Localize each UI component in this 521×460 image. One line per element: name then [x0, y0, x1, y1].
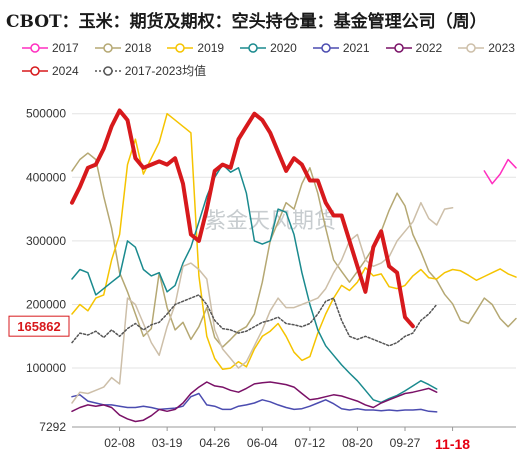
y-tick-label: 300000 [26, 234, 66, 248]
x-tick-label: 09-27 [390, 436, 421, 450]
series-line-2018 [71, 152, 517, 348]
legend-item-2020[interactable]: 2020 [240, 41, 297, 55]
chart-title: CBOT：玉米：期货及期权：空头持仓量：基金管理公司（周） [6, 12, 487, 32]
last-value-box [8, 315, 70, 337]
legend-label: 2018 [124, 41, 152, 55]
x-tick-label-highlight: 11-18 [435, 436, 470, 452]
legend-swatch-icon [385, 43, 412, 53]
legend-swatch-icon [22, 65, 48, 76]
series-line-2024 [70, 108, 415, 329]
legend-swatch-icon [240, 43, 267, 53]
legend-item-2024[interactable]: 2024 [22, 62, 79, 79]
legend-swatch-icon [22, 43, 48, 53]
gridlines [72, 113, 516, 428]
legend-item-2022[interactable]: 2022 [385, 41, 443, 55]
legend-label: 2023 [488, 41, 515, 55]
y-tick-label: 100000 [26, 361, 66, 375]
y-tick-label: 200000 [26, 297, 66, 311]
legend-label: 2021 [342, 41, 370, 55]
x-tick-label: 02-08 [104, 436, 135, 450]
y-tick-label: 7292 [39, 420, 66, 434]
legend-label: 2017 [52, 41, 79, 55]
legend-item-2019[interactable]: 2019 [167, 41, 224, 55]
x-tick-label: 03-19 [152, 436, 183, 450]
watermark: 紫金天风期货 [204, 209, 336, 234]
legend-label: 2019 [197, 41, 225, 55]
series-line-2019 [71, 112, 517, 371]
legend-item-2017[interactable]: 2017 [22, 41, 79, 55]
x-tick-label: 06-04 [247, 436, 278, 450]
series-line-2023 [71, 201, 454, 404]
legend-swatch-icon [167, 43, 194, 53]
legend-swatch-icon [94, 43, 121, 53]
legend-label: 2017-2023均值 [124, 64, 207, 78]
series-line-2017 [483, 158, 517, 185]
series-line-2020 [71, 163, 438, 404]
legend-swatch-icon [458, 43, 485, 53]
legend-swatch-icon [94, 65, 121, 76]
axes: 7292 100000 200000 300000 400000 500000 02-08 0… [26, 107, 470, 452]
legend-item-2023[interactable]: 2023 [458, 41, 515, 55]
legend-label: 2022 [415, 41, 443, 55]
series-line-2017-2023均值 [71, 294, 438, 347]
x-tick-label: 04-26 [199, 436, 230, 450]
series-lines [70, 108, 517, 423]
legend-item-2021[interactable]: 2021 [312, 41, 370, 55]
x-tick-label: 07-12 [295, 436, 326, 450]
legend-item-2017-2023均值[interactable]: 2017-2023均值 [94, 62, 297, 79]
last-value-label-group: 165862 [8, 315, 70, 337]
legend-swatch-icon [312, 43, 339, 53]
x-tick-label: 08-20 [342, 436, 373, 450]
legend-item-2018[interactable]: 2018 [94, 41, 152, 55]
y-tick-label: 500000 [26, 107, 66, 121]
y-tick-label: 400000 [26, 170, 66, 184]
series-line-2022 [71, 381, 438, 423]
legend-label: 2020 [270, 41, 297, 55]
legend-label: 2024 [52, 63, 79, 78]
series-line-2021 [71, 392, 438, 413]
legend: 2017 2018 2019 2020 2021 2022 2023 2024 2017-202… [22, 41, 517, 79]
last-value-label: 165862 [17, 319, 60, 334]
